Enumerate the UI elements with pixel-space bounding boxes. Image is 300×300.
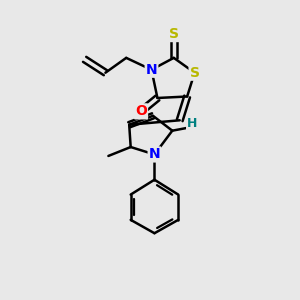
Text: N: N bbox=[148, 148, 160, 161]
Text: O: O bbox=[135, 104, 147, 118]
Text: H: H bbox=[187, 117, 197, 130]
Text: N: N bbox=[146, 63, 157, 77]
Text: S: S bbox=[190, 66, 200, 80]
Text: S: S bbox=[169, 27, 179, 41]
